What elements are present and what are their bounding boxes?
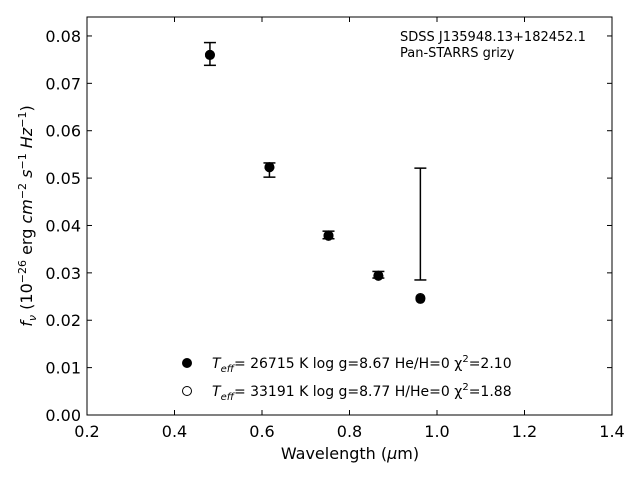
errorbars-layer	[203, 41, 427, 281]
legend: Teff= 26715 K log g=8.67 He/H=0 χ2=2.10 …	[182, 354, 512, 403]
x-tick-label: 1.4	[599, 422, 624, 441]
y-tick-label: 0.00	[45, 406, 81, 425]
y-tick-label: 0.06	[45, 122, 81, 141]
data-point-series-0	[264, 162, 275, 173]
x-tick-label: 0.2	[74, 422, 99, 441]
legend-marker-series-1	[182, 386, 192, 396]
plot-frame	[86, 16, 613, 416]
y-tick-label: 0.01	[45, 359, 81, 378]
y-tick-label: 0.04	[45, 216, 81, 235]
x-tick-label: 1.2	[512, 422, 537, 441]
annotation-filters: Pan-STARRS grizy	[400, 46, 515, 61]
ticks-layer: 0.2 0.4 0.6 0.8 1.0 1.2 1.4 0.00 0.01 0.02 0.03 0.0…	[45, 17, 625, 441]
y-axis-label: fν (10−26 erg cm−2 s−1 Hz−1)	[16, 105, 39, 326]
data-point-series-0	[323, 230, 334, 241]
data-point-series-0	[204, 49, 215, 60]
legend-marker-series-0	[182, 358, 192, 368]
x-tick-label: 0.4	[162, 422, 187, 441]
x-tick-label: 0.6	[249, 422, 274, 441]
legend-label-series-0: Teff= 26715 K log g=8.67 He/H=0 χ2=2.10	[212, 354, 512, 375]
x-tick-label: 0.8	[337, 422, 362, 441]
y-tick-label: 0.03	[45, 264, 81, 283]
y-tick-label: 0.05	[45, 169, 81, 188]
legend-label-series-1: Teff= 33191 K log g=8.77 H/He=0 χ2=1.88	[212, 382, 512, 403]
points-layer	[204, 49, 426, 304]
x-axis-label: Wavelength (μm)	[281, 444, 419, 463]
y-tick-label: 0.02	[45, 311, 81, 330]
y-tick-label: 0.07	[45, 74, 81, 93]
data-point-series-0	[415, 293, 426, 304]
x-tick-label: 1.0	[424, 422, 449, 441]
annotation-object-name: SDSS J135948.13+182452.1	[400, 30, 586, 45]
data-point-series-0	[373, 270, 384, 281]
y-tick-label: 0.08	[45, 27, 81, 46]
